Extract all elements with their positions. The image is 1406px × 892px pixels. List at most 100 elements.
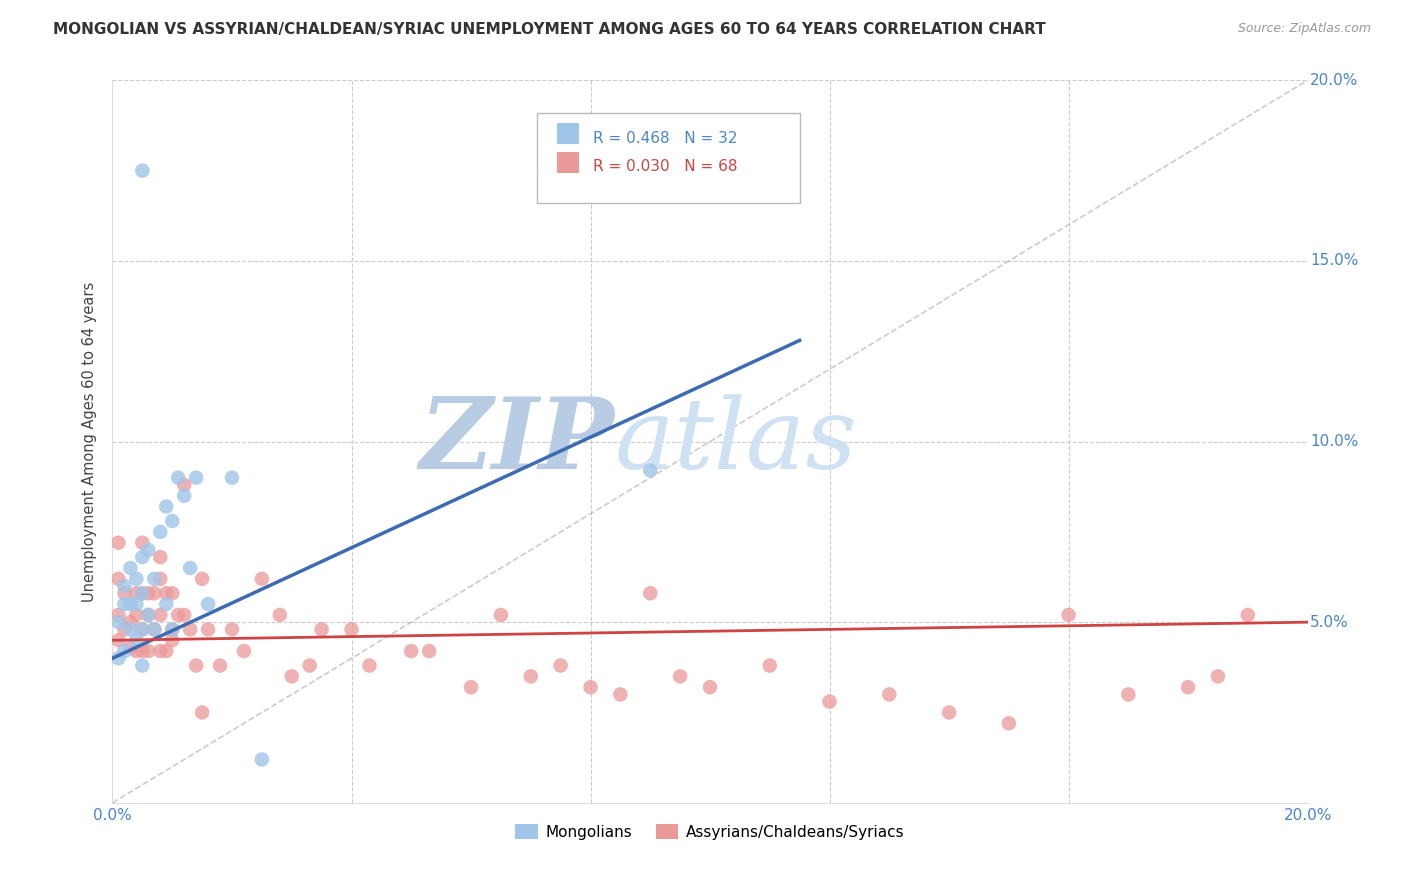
Point xyxy=(138,586,160,600)
Text: 5.0%: 5.0% xyxy=(1310,615,1348,630)
Point xyxy=(167,471,190,485)
Point xyxy=(149,550,172,565)
Point xyxy=(1057,607,1080,622)
Point xyxy=(143,586,166,600)
Point xyxy=(550,658,572,673)
Point xyxy=(173,478,195,492)
Point xyxy=(131,644,153,658)
Text: MONGOLIAN VS ASSYRIAN/CHALDEAN/SYRIAC UNEMPLOYMENT AMONG AGES 60 TO 64 YEARS COR: MONGOLIAN VS ASSYRIAN/CHALDEAN/SYRIAC UN… xyxy=(53,22,1046,37)
Point xyxy=(311,623,333,637)
Point xyxy=(879,687,901,701)
Point xyxy=(221,623,243,637)
Legend: Mongolians, Assyrians/Chaldeans/Syriacs: Mongolians, Assyrians/Chaldeans/Syriacs xyxy=(509,818,911,846)
Point xyxy=(173,489,195,503)
Point xyxy=(250,752,273,766)
Point xyxy=(640,463,662,477)
Point xyxy=(107,572,129,586)
Point xyxy=(107,615,129,630)
Point xyxy=(250,572,273,586)
Point xyxy=(138,542,160,557)
Point xyxy=(609,687,631,701)
Point xyxy=(418,644,440,658)
Point xyxy=(114,623,135,637)
Point xyxy=(138,607,160,622)
FancyBboxPatch shape xyxy=(537,112,800,203)
Point xyxy=(179,561,201,575)
Point xyxy=(131,586,153,600)
Point xyxy=(149,524,172,539)
Point xyxy=(107,651,129,665)
Point xyxy=(162,514,183,528)
Point xyxy=(120,623,142,637)
Point xyxy=(114,597,135,611)
Text: R = 0.468   N = 32: R = 0.468 N = 32 xyxy=(593,130,737,145)
Point xyxy=(138,607,160,622)
Point xyxy=(125,586,148,600)
Point xyxy=(186,471,208,485)
Point xyxy=(359,658,381,673)
Point xyxy=(107,607,129,622)
Point xyxy=(162,623,183,637)
Point xyxy=(155,644,177,658)
Point xyxy=(125,644,148,658)
Point xyxy=(197,623,219,637)
Point xyxy=(489,607,512,622)
Point xyxy=(233,644,256,658)
Point xyxy=(155,500,177,514)
Point xyxy=(186,658,208,673)
Point xyxy=(155,586,177,600)
Point xyxy=(401,644,423,658)
Point xyxy=(221,471,243,485)
Point xyxy=(149,644,172,658)
Point xyxy=(149,607,172,622)
Point xyxy=(131,550,153,565)
Point xyxy=(998,716,1021,731)
Point xyxy=(818,695,841,709)
Point xyxy=(120,561,142,575)
Point xyxy=(179,623,201,637)
Point xyxy=(149,572,172,586)
Point xyxy=(114,644,135,658)
Point xyxy=(143,623,166,637)
Point xyxy=(298,658,321,673)
Text: Source: ZipAtlas.com: Source: ZipAtlas.com xyxy=(1237,22,1371,36)
Y-axis label: Unemployment Among Ages 60 to 64 years: Unemployment Among Ages 60 to 64 years xyxy=(82,281,97,602)
Point xyxy=(1206,669,1229,683)
Point xyxy=(191,706,214,720)
Point xyxy=(669,669,692,683)
Text: 20.0%: 20.0% xyxy=(1310,73,1358,87)
Point xyxy=(340,623,363,637)
Point xyxy=(131,586,153,600)
Point xyxy=(1237,607,1260,622)
Point xyxy=(120,640,142,655)
Point xyxy=(1177,680,1199,694)
Point xyxy=(138,644,160,658)
Point xyxy=(114,586,135,600)
Point xyxy=(131,623,153,637)
Point xyxy=(143,623,166,637)
Point xyxy=(699,680,721,694)
Point xyxy=(107,633,129,648)
Text: ZIP: ZIP xyxy=(419,393,614,490)
Point xyxy=(281,669,304,683)
Point xyxy=(125,633,148,648)
Point xyxy=(131,163,153,178)
Text: 10.0%: 10.0% xyxy=(1310,434,1358,449)
FancyBboxPatch shape xyxy=(557,153,579,173)
Point xyxy=(640,586,662,600)
Point xyxy=(1118,687,1140,701)
Text: R = 0.030   N = 68: R = 0.030 N = 68 xyxy=(593,160,737,175)
Point xyxy=(167,607,190,622)
Point xyxy=(131,535,153,549)
Point xyxy=(579,680,602,694)
Point xyxy=(759,658,782,673)
Point xyxy=(938,706,960,720)
Text: atlas: atlas xyxy=(614,394,858,489)
Point xyxy=(120,615,142,630)
Point xyxy=(191,572,214,586)
Point xyxy=(131,658,153,673)
Point xyxy=(131,623,153,637)
Point xyxy=(269,607,291,622)
Point xyxy=(120,597,142,611)
FancyBboxPatch shape xyxy=(557,123,579,144)
